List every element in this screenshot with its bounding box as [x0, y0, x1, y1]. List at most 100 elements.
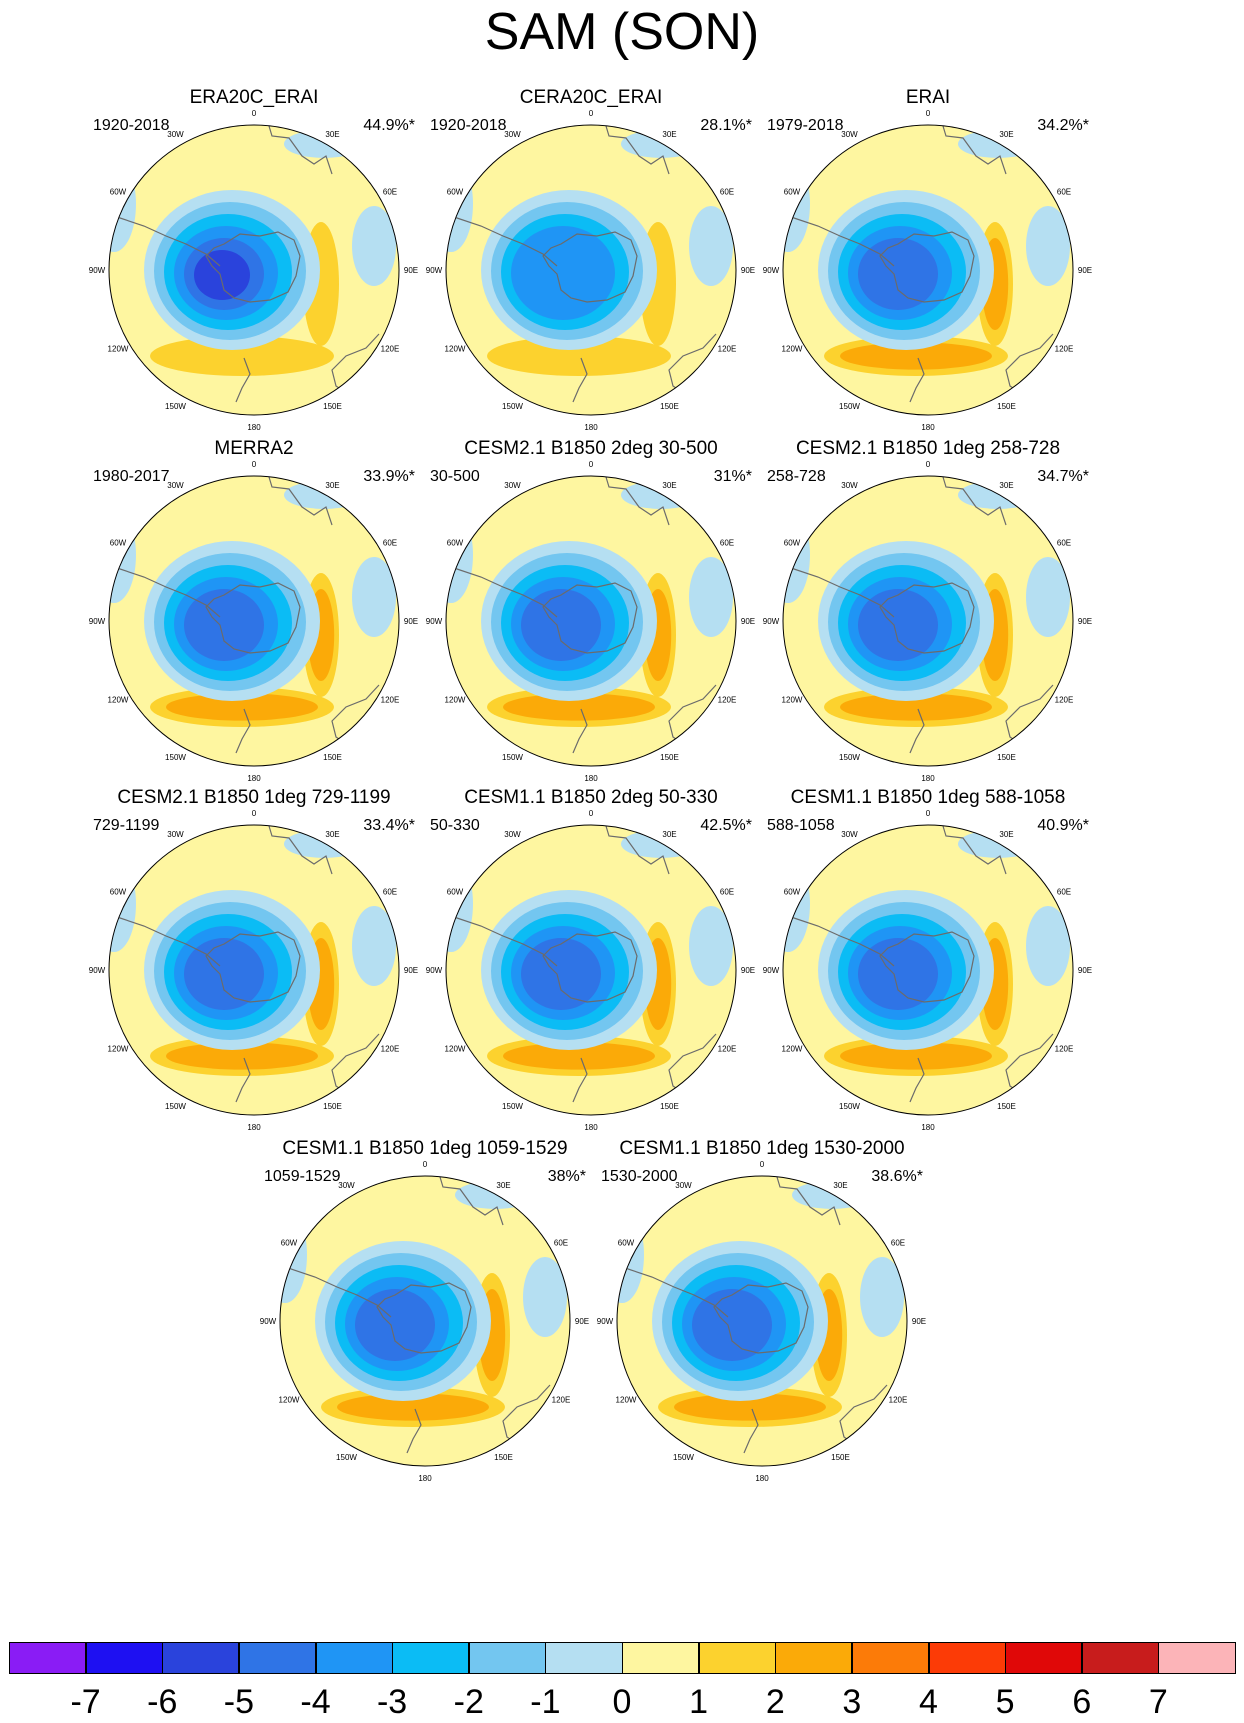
longitude-label: 30E	[325, 481, 339, 490]
longitude-label: 120E	[718, 696, 737, 705]
panel-title: CESM1.1 B1850 1deg 588-1058	[790, 787, 1066, 808]
panel-variance-percent: 42.5%*	[700, 817, 752, 834]
south-america-coastline	[450, 566, 558, 618]
map-panel: 0 30E 60E 90E 120E 150E 180 150W 120W 90W 60W 30W ME…	[74, 437, 434, 827]
longitude-label: 90W	[426, 266, 443, 275]
longitude-label: 60W	[281, 1239, 298, 1248]
longitude-label: 90E	[404, 266, 418, 275]
longitude-label: 0	[589, 809, 594, 818]
longitude-label: 120E	[1055, 345, 1074, 354]
longitude-label: 30W	[504, 130, 521, 139]
antarctica-coastline	[879, 582, 975, 654]
longitude-label: 30E	[999, 830, 1013, 839]
south-america-coastline	[621, 1266, 729, 1318]
map-border	[616, 1175, 908, 1467]
south-america-coastline	[450, 215, 558, 267]
colorbar-swatch	[545, 1642, 623, 1674]
longitude-label: 120E	[718, 345, 737, 354]
longitude-label: 30W	[338, 1181, 355, 1190]
colorbar-swatch	[1081, 1642, 1159, 1674]
negative-anomaly-patch	[109, 856, 136, 952]
polar-map: 0 30E 60E 90E 120E 150E 180 150W 120W 90W 60W 30W	[763, 109, 1092, 432]
longitude-label: 60E	[383, 888, 397, 897]
longitude-label: 150W	[165, 402, 186, 411]
panel-year-range: 1979-2018	[767, 117, 844, 134]
positive-anomaly-band	[840, 342, 992, 370]
negative-anomaly-patch	[783, 856, 810, 952]
longitude-label: 30W	[504, 481, 521, 490]
longitude-label: 30E	[325, 830, 339, 839]
panel-year-range: 729-1199	[93, 817, 160, 834]
longitude-label: 120W	[782, 345, 803, 354]
longitude-label: 30E	[662, 481, 676, 490]
longitude-label: 150W	[336, 1453, 357, 1462]
coastlines	[450, 476, 717, 760]
negative-anomaly-patch	[958, 130, 1038, 158]
longitude-label: 180	[418, 1474, 432, 1483]
positive-anomaly-band	[150, 336, 334, 376]
longitude-label: 120E	[381, 1045, 400, 1054]
panel-title: ERAI	[905, 87, 951, 108]
longitude-label: 60W	[110, 539, 127, 548]
colorbar-tick-label: -5	[223, 1683, 254, 1721]
new-zealand-coastline	[235, 357, 251, 403]
panel-variance-percent: 34.7%*	[1037, 468, 1089, 485]
longitude-label: 0	[252, 460, 257, 469]
negative-anomaly-patch	[446, 507, 473, 603]
longitude-label: 60E	[720, 188, 734, 197]
negative-anomaly-patch	[783, 156, 810, 252]
map-field	[109, 476, 399, 766]
panel-title: CESM2.1 B1850 1deg 729-1199	[117, 787, 391, 808]
new-zealand-coastline	[572, 1057, 588, 1103]
south-america-coastline	[450, 915, 558, 967]
south-america-coastline	[113, 566, 221, 618]
longitude-label: 120W	[445, 345, 466, 354]
positive-anomaly-band	[166, 693, 318, 721]
negative-anomaly-contour	[858, 238, 938, 310]
longitude-label: 120W	[445, 1045, 466, 1054]
map-panel: 0 30E 60E 90E 120E 150E 180 150W 120W 90W 60W 30W ER…	[748, 86, 1108, 476]
longitude-label: 30W	[167, 830, 184, 839]
longitude-label: 60W	[110, 888, 127, 897]
africa-coastline	[605, 476, 670, 526]
longitude-label: 120E	[889, 1396, 908, 1405]
negative-anomaly-contour	[521, 589, 601, 661]
colorbar-swatch	[392, 1642, 470, 1674]
longitude-label: 60E	[1057, 888, 1071, 897]
longitude-label: 120W	[782, 1045, 803, 1054]
map-panel: 0 30E 60E 90E 120E 150E 180 150W 120W 90W 60W 30W CE…	[748, 786, 1108, 1176]
longitude-label: 30W	[841, 830, 858, 839]
colorbar-tick-label: -1	[530, 1683, 561, 1721]
longitude-label: 0	[926, 460, 931, 469]
negative-anomaly-patch	[280, 1207, 307, 1303]
longitude-label: 0	[252, 809, 257, 818]
longitude-label: 90W	[89, 266, 106, 275]
colorbar-tick-label: 2	[765, 1683, 785, 1721]
colorbar-tick-label: -6	[147, 1683, 178, 1721]
africa-coastline	[605, 125, 670, 175]
new-zealand-coastline	[572, 357, 588, 403]
africa-coastline	[942, 125, 1007, 175]
panel-title: ERA20C_ERAI	[189, 87, 319, 108]
map-field	[617, 1176, 907, 1466]
colorbar-tick-label: 3	[842, 1683, 862, 1721]
longitude-label: 150W	[839, 753, 860, 762]
colorbar-swatch	[775, 1642, 853, 1674]
negative-anomaly-patch	[689, 906, 733, 986]
map-panel: 0 30E 60E 90E 120E 150E 180 150W 120W 90W 60W 30W CE…	[245, 1137, 605, 1527]
negative-anomaly-patch	[689, 557, 733, 637]
positive-anomaly-band	[166, 1042, 318, 1070]
colorbar-swatch	[851, 1642, 929, 1674]
map-border	[445, 124, 737, 416]
coastlines	[450, 125, 717, 409]
antarctica-coastline	[205, 231, 301, 303]
colorbar-swatch	[622, 1642, 700, 1674]
antarctica-coastline	[542, 931, 638, 1003]
map-field	[783, 125, 1073, 415]
longitude-label: 120W	[108, 1045, 129, 1054]
new-zealand-coastline	[572, 708, 588, 754]
longitude-label: 90W	[426, 617, 443, 626]
colorbar-swatch	[928, 1642, 1006, 1674]
longitude-label: 30E	[833, 1181, 847, 1190]
negative-anomaly-patch	[860, 1257, 904, 1337]
